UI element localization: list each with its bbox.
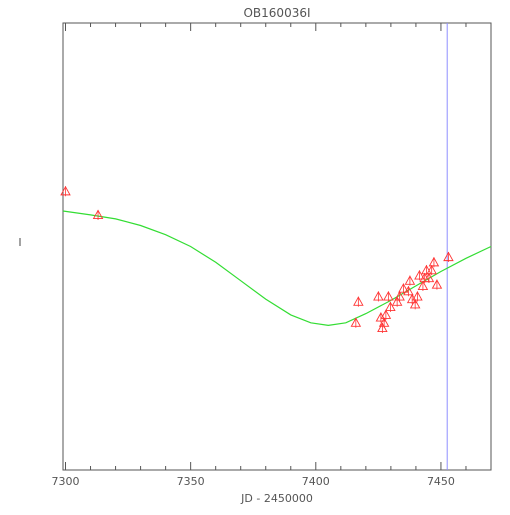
data-point bbox=[426, 264, 437, 275]
data-point bbox=[378, 317, 390, 327]
data-point bbox=[375, 312, 387, 322]
plot-area: 7300 7350 7400 7450 bbox=[52, 22, 492, 488]
data-point bbox=[406, 293, 418, 304]
data-point bbox=[373, 291, 384, 301]
data-point bbox=[423, 272, 435, 283]
x-tick-label: 7400 bbox=[302, 475, 330, 488]
x-tick-label: 7300 bbox=[52, 475, 80, 488]
data-point bbox=[394, 291, 405, 301]
y-axis-label: I bbox=[18, 236, 21, 249]
data-point bbox=[431, 279, 443, 289]
data-point bbox=[403, 285, 414, 296]
chart-title: OB160036I bbox=[243, 6, 310, 20]
data-point bbox=[385, 301, 396, 312]
data-point bbox=[377, 322, 388, 333]
model-curve bbox=[62, 210, 492, 327]
data-point bbox=[353, 296, 364, 306]
data-point bbox=[350, 317, 362, 327]
data-point bbox=[380, 309, 392, 319]
data-point bbox=[428, 256, 440, 267]
data-point bbox=[417, 280, 429, 290]
data-point bbox=[409, 298, 421, 309]
data-point bbox=[92, 209, 104, 219]
data-point bbox=[443, 251, 454, 262]
x-tick-label: 7450 bbox=[427, 475, 455, 488]
data-point bbox=[398, 283, 409, 293]
data-point bbox=[60, 185, 71, 196]
data-point bbox=[383, 291, 394, 301]
plot-frame bbox=[62, 22, 492, 471]
data-point bbox=[404, 275, 416, 285]
data-point bbox=[414, 269, 425, 280]
data-point bbox=[412, 291, 423, 301]
x-tick-label: 7350 bbox=[177, 475, 205, 488]
data-point bbox=[421, 264, 432, 275]
x-axis-label: JD - 2450000 bbox=[240, 492, 313, 505]
